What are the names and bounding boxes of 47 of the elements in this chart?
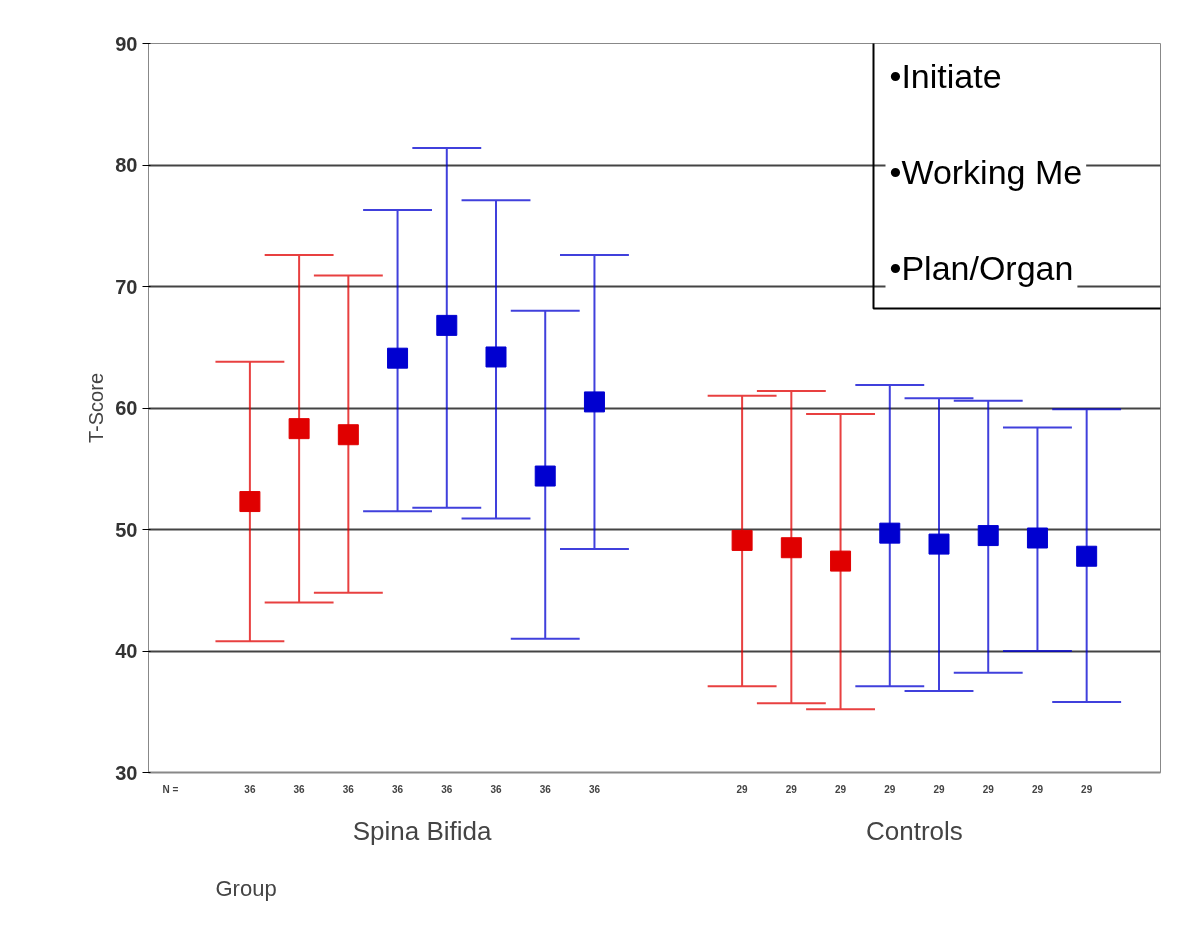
x-tick-label: 29	[933, 783, 945, 795]
text: N =	[162, 783, 179, 795]
x-tick-label: 36	[342, 783, 355, 795]
point	[780, 537, 802, 559]
y-axis-title: T-Score	[85, 372, 108, 444]
x-axis-title: Group	[215, 875, 277, 901]
point	[879, 522, 901, 544]
x-tick-label: 36	[293, 783, 306, 795]
annotation: •Initiate	[889, 56, 1002, 95]
y-tick-label: 80	[115, 154, 138, 176]
x-tick-label: 36	[490, 783, 503, 795]
x-tick-label: 29	[785, 783, 798, 795]
text: Spina Bifida	[352, 815, 493, 846]
point	[337, 424, 359, 446]
y-tick-label: 90	[115, 32, 138, 55]
x-tick-label: 29	[1081, 783, 1093, 795]
point	[731, 529, 753, 551]
y-tick-label: 50	[115, 518, 138, 541]
x-tick-label: 29	[884, 783, 896, 795]
point	[1026, 527, 1048, 549]
annotation: •Plan/Organ	[889, 248, 1074, 287]
point	[436, 314, 458, 336]
x-tick-label: 29	[736, 783, 749, 795]
x-tick-label: 29	[982, 783, 995, 795]
text: Controls	[865, 815, 963, 846]
point	[928, 533, 950, 555]
point	[977, 525, 999, 547]
y-tick-label: 60	[115, 397, 138, 419]
point	[288, 418, 310, 440]
annotation: •Working Me	[889, 152, 1083, 191]
x-tick-label: 36	[244, 783, 256, 795]
point	[387, 347, 409, 369]
x-tick-label: 36	[539, 783, 552, 795]
x-tick-label: 36	[441, 783, 453, 795]
x-tick-label: 29	[835, 783, 847, 795]
y-tick-label: 70	[115, 275, 138, 298]
x-tick-label: 29	[1031, 783, 1044, 795]
point	[583, 391, 605, 413]
point	[830, 550, 852, 572]
point	[534, 465, 556, 487]
y-tick-label: 40	[115, 640, 138, 662]
y-tick-label: 30	[115, 761, 138, 784]
x-tick-label: 36	[392, 783, 404, 795]
point	[1076, 545, 1098, 567]
point	[239, 491, 261, 513]
point	[485, 346, 507, 368]
x-tick-label: 36	[588, 783, 601, 795]
